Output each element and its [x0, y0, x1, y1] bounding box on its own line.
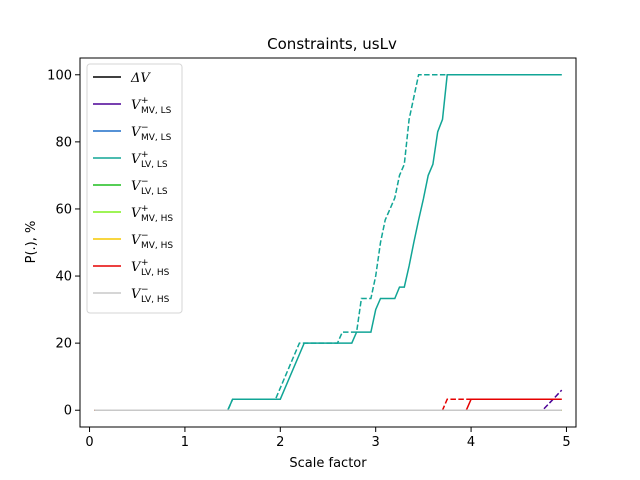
x-tick-label: 2 — [276, 435, 284, 450]
legend-sub-2: MV, LS — [141, 133, 172, 143]
legend-label-2: V — [131, 125, 142, 140]
legend-sub-6: MV, HS — [141, 241, 173, 251]
legend-label-7: V — [131, 260, 142, 275]
legend-sup-2: − — [141, 123, 149, 133]
legend-label-6: V — [131, 233, 142, 248]
y-tick-label: 40 — [55, 270, 72, 285]
legend-label-3: V — [131, 152, 142, 167]
legend-sup-7: + — [141, 258, 149, 268]
legend-sub-5: MV, HS — [141, 214, 173, 224]
legend-sup-1: + — [141, 96, 149, 106]
y-tick-label: 60 — [55, 202, 72, 217]
legend-sup-4: − — [141, 177, 149, 187]
chart-title: Constraints, usLv — [267, 35, 397, 53]
series-line-dashed-1 — [94, 389, 563, 411]
legend-sup-8: − — [141, 285, 149, 295]
series-line-dashed-3 — [94, 74, 562, 411]
legend: ΔVV +MV, LSV −MV, LSV +LV, LSV −LV, LSV +MV, … — [86, 63, 183, 314]
x-tick-label: 4 — [467, 435, 475, 450]
legend-label-0: ΔV — [130, 71, 151, 86]
x-tick-label: 5 — [562, 435, 570, 450]
legend-sup-3: + — [141, 150, 149, 160]
x-tick-label: 0 — [85, 435, 93, 450]
legend-sub-3: LV, LS — [141, 160, 168, 170]
legend-label-5: V — [131, 206, 142, 221]
x-axis-label: Scale factor — [289, 456, 367, 471]
y-tick-label: 80 — [55, 135, 72, 150]
legend-sub-7: LV, HS — [141, 268, 170, 278]
x-tick-label: 3 — [372, 435, 380, 450]
legend-sup-6: − — [141, 231, 149, 241]
plot-frame — [79, 57, 577, 428]
legend-sub-1: MV, LS — [141, 106, 172, 116]
legend-label-1: V — [131, 98, 142, 113]
y-tick-label: 100 — [47, 68, 72, 83]
x-tick-label: 1 — [181, 435, 189, 450]
series-line-dashed-7 — [94, 398, 562, 411]
legend-label-4: V — [131, 179, 142, 194]
legend-sub-8: LV, HS — [141, 295, 170, 305]
y-axis-label: P(.), % — [24, 221, 39, 264]
legend-sub-4: LV, LS — [141, 187, 168, 197]
y-axis: 0 20 40 60 80 100 — [47, 68, 80, 419]
series-line-solid-7 — [94, 398, 562, 411]
legend-box — [86, 63, 183, 314]
plot-area — [94, 74, 563, 411]
x-axis: 0 1 2 3 4 5 — [85, 427, 571, 450]
legend-sup-5: + — [141, 204, 149, 214]
legend-label-8: V — [131, 287, 142, 302]
y-tick-label: 20 — [55, 337, 72, 352]
y-tick-label: 0 — [64, 404, 72, 419]
